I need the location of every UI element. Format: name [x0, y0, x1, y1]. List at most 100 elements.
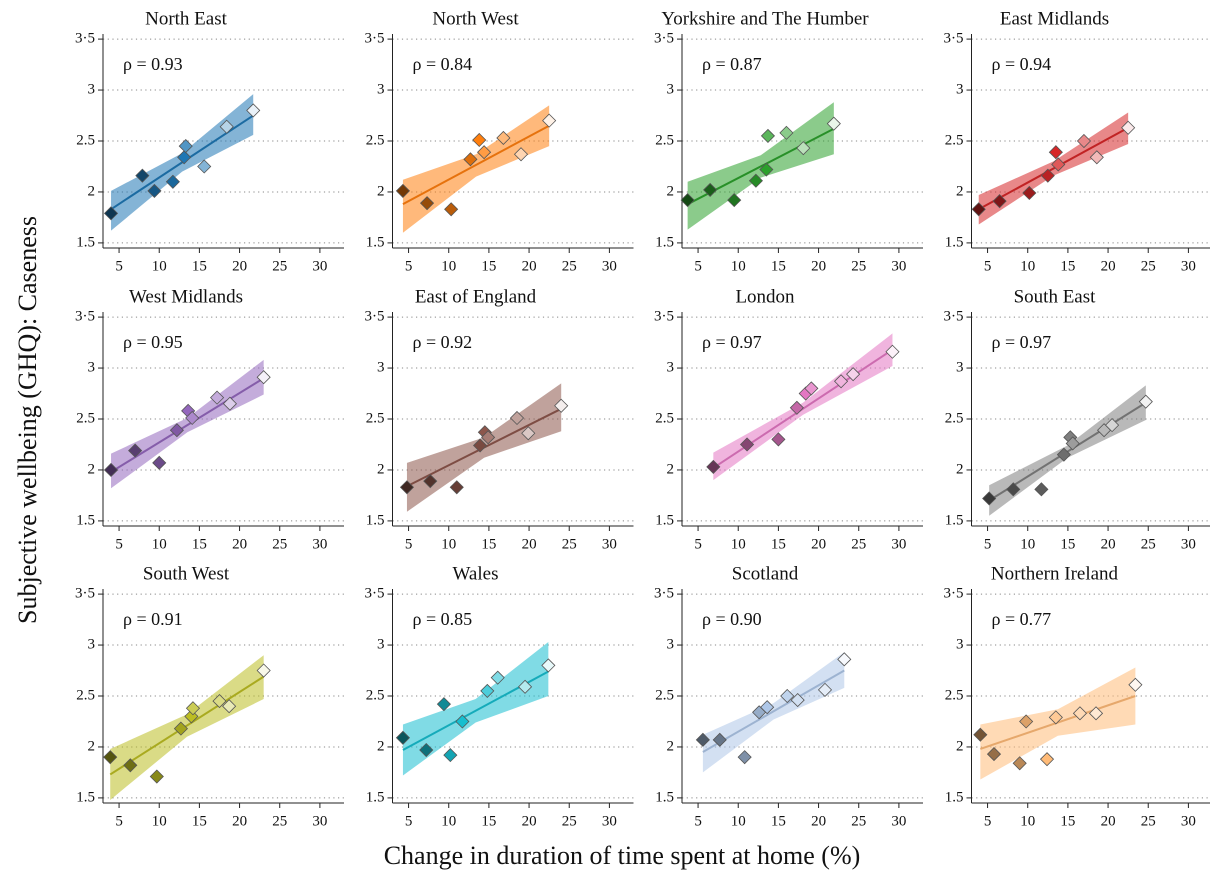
x-tick-label: 25 [1141, 258, 1156, 274]
x-tick-label: 5 [115, 536, 123, 552]
x-tick-label: 30 [1181, 813, 1196, 829]
y-tick-label: 3 [956, 636, 964, 652]
y-tick-label: 3·5 [654, 31, 674, 47]
x-tick-label: 15 [481, 258, 496, 274]
data-point [444, 202, 459, 217]
data-point [152, 455, 167, 470]
y-tick-label: 1.5 [655, 234, 674, 250]
y-tick-label: 2 [956, 461, 964, 477]
data-point [103, 206, 119, 221]
fit-line [402, 124, 550, 206]
data-point [472, 132, 487, 148]
data-point [680, 193, 695, 208]
x-axis-title: Change in duration of time spent at home… [384, 841, 861, 870]
y-tick-label: 3·5 [75, 586, 95, 602]
x-tick-label: 25 [851, 536, 866, 552]
y-tick-label: 3·5 [75, 31, 95, 47]
data-point [727, 193, 742, 208]
y-tick-label: 1.5 [76, 789, 95, 805]
panel-title: South West [143, 563, 230, 584]
x-tick-label: 20 [522, 536, 537, 552]
data-point [165, 174, 180, 189]
data-point [748, 173, 763, 188]
x-tick-label: 10 [1020, 258, 1035, 274]
y-tick-label: 3·5 [654, 586, 674, 602]
data-point [395, 730, 411, 745]
y-tick-label: 2.5 [76, 132, 95, 148]
data-point [1089, 150, 1104, 165]
data-point [1048, 710, 1063, 725]
data-point [436, 697, 451, 712]
data-point [703, 182, 718, 197]
y-tick-label: 3·5 [944, 31, 964, 47]
data-point [496, 130, 511, 146]
data-point [212, 694, 227, 709]
fit-line [110, 114, 254, 211]
y-tick-label: 2.5 [655, 687, 674, 703]
data-point [178, 139, 193, 154]
data-point [246, 103, 261, 118]
data-point [443, 748, 458, 763]
y-tick-label: 2.5 [655, 410, 674, 426]
y-tick-label: 2.5 [366, 132, 385, 148]
y-tick-label: 3 [667, 636, 675, 652]
data-point [1012, 756, 1027, 771]
x-tick-label: 10 [441, 536, 456, 552]
y-tick-label: 2.5 [366, 410, 385, 426]
data-point [846, 367, 861, 382]
x-tick-label: 10 [152, 258, 167, 274]
x-tick-label: 10 [1020, 813, 1035, 829]
data-point [1019, 714, 1034, 729]
x-tick-label: 5 [115, 258, 123, 274]
x-tick-label: 10 [1020, 536, 1035, 552]
data-point [817, 682, 833, 697]
y-tick-label: 3·5 [365, 309, 385, 325]
x-tick-label: 25 [272, 536, 287, 552]
y-tick-label: 2.5 [366, 687, 385, 703]
y-tick-label: 3 [377, 359, 385, 375]
correlation-annotation: ρ = 0.97 [992, 332, 1052, 352]
data-point [521, 426, 536, 441]
x-tick-label: 30 [602, 258, 617, 274]
data-point [740, 437, 755, 452]
panel-title: Northern Ireland [991, 563, 1119, 584]
data-point [472, 438, 488, 453]
data-point [712, 732, 727, 747]
data-point [971, 202, 986, 217]
panel-title: South East [1014, 286, 1097, 307]
data-point [423, 474, 438, 489]
x-tick-label: 10 [441, 813, 456, 829]
data-point [771, 432, 786, 447]
panel-title: Yorkshire and The Humber [661, 8, 869, 29]
panel: 1.5 2 2.5 3 3·5 5 10 15 20 25 30 Wales ρ = 0.85 [365, 563, 634, 829]
data-point [463, 152, 478, 167]
data-point [477, 145, 492, 160]
data-point [885, 344, 900, 359]
data-point [481, 430, 496, 445]
y-tick-label: 2.5 [945, 132, 964, 148]
data-point [103, 462, 119, 478]
x-tick-label: 5 [405, 813, 413, 829]
x-tick-label: 30 [312, 258, 327, 274]
y-tick-label: 1.5 [366, 234, 385, 250]
y-tick-label: 2 [667, 183, 675, 199]
x-tick-label: 15 [481, 813, 496, 829]
data-point [1006, 482, 1021, 497]
panel-title: North West [432, 8, 519, 29]
y-tick-label: 3 [377, 636, 385, 652]
panel-title: Scotland [732, 563, 799, 584]
x-tick-label: 30 [312, 536, 327, 552]
y-tick-label: 1.5 [655, 789, 674, 805]
data-point [760, 700, 775, 715]
x-tick-label: 15 [771, 813, 786, 829]
panel-title: North East [145, 8, 228, 29]
data-point [1128, 677, 1143, 692]
x-tick-label: 25 [272, 813, 287, 829]
fit-line [978, 126, 1129, 211]
panel: 1.5 2 2.5 3 3·5 5 10 15 20 25 30 West Midlands ρ = 0… [75, 286, 344, 552]
y-tick-label: 3 [667, 81, 675, 97]
y-tick-label: 2 [667, 461, 675, 477]
data-point [826, 116, 841, 131]
data-point [1039, 752, 1055, 767]
